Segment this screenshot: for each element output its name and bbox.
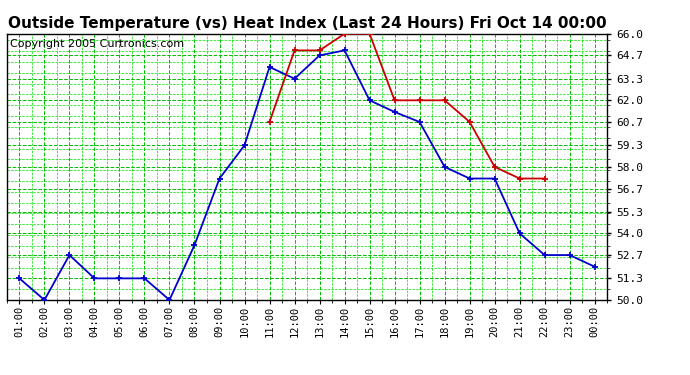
Text: Copyright 2005 Curtronics.com: Copyright 2005 Curtronics.com xyxy=(10,39,184,49)
Title: Outside Temperature (vs) Heat Index (Last 24 Hours) Fri Oct 14 00:00: Outside Temperature (vs) Heat Index (Las… xyxy=(8,16,607,31)
